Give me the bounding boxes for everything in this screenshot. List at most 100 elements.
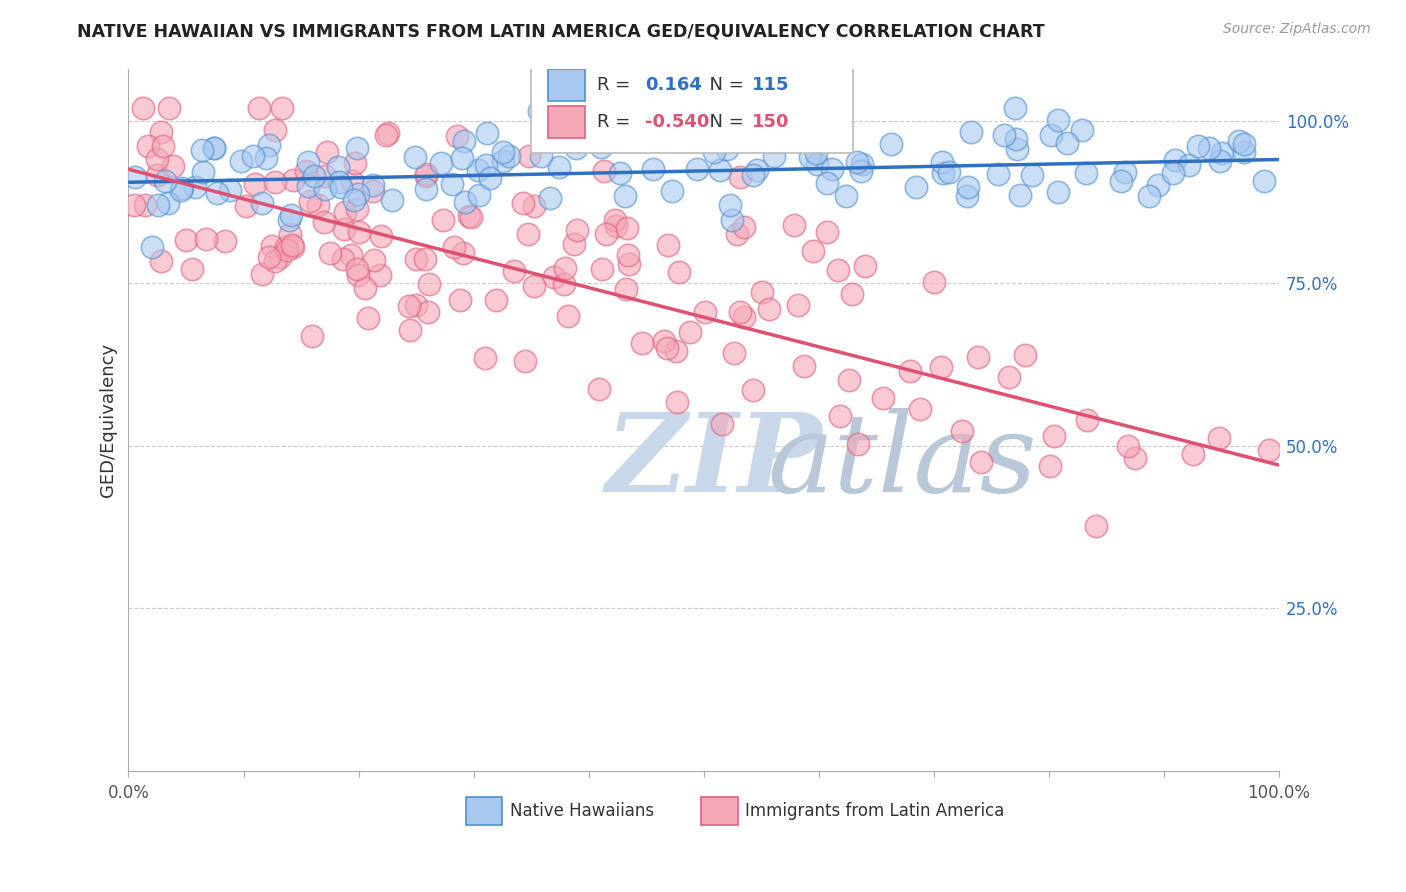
Point [1042, 429, 1064, 443]
Point [711, 417, 734, 431]
Point [347, 225, 370, 239]
Point [741, 168, 763, 182]
Point [347, 187, 370, 202]
Point [370, 229, 392, 244]
Point [747, 162, 769, 177]
Point [136, 139, 159, 153]
Point [416, 304, 439, 318]
Point [245, 178, 267, 192]
Point [929, 359, 952, 374]
Point [340, 174, 363, 188]
Point [519, 149, 541, 163]
Text: 115: 115 [752, 76, 790, 94]
Point [828, 409, 851, 423]
Point [145, 152, 167, 166]
Point [801, 244, 824, 258]
Point [614, 282, 637, 296]
Point [281, 172, 304, 186]
Point [346, 141, 368, 155]
Point [202, 141, 225, 155]
Point [190, 143, 212, 157]
Point [799, 150, 821, 164]
Point [1227, 134, 1250, 148]
Point [851, 157, 873, 171]
Point [723, 346, 745, 360]
Point [838, 373, 860, 387]
Point [565, 223, 588, 237]
Point [449, 293, 471, 308]
Point [361, 184, 384, 198]
Point [254, 151, 277, 165]
Point [728, 305, 751, 319]
Point [381, 193, 404, 207]
Point [440, 177, 463, 191]
Point [195, 232, 218, 246]
Point [661, 184, 683, 198]
Point [592, 262, 614, 277]
Point [346, 202, 368, 216]
Point [404, 150, 426, 164]
Text: Immigrants from Latin America: Immigrants from Latin America [745, 802, 1004, 821]
Point [1233, 137, 1256, 152]
Point [363, 252, 385, 267]
Point [652, 334, 675, 348]
Point [149, 125, 172, 139]
Point [513, 354, 536, 368]
Point [709, 163, 731, 178]
FancyBboxPatch shape [548, 69, 585, 101]
Point [665, 343, 688, 358]
Point [368, 268, 391, 282]
Point [624, 131, 647, 145]
Point [432, 213, 454, 227]
Point [479, 171, 502, 186]
Point [966, 350, 988, 364]
Point [374, 128, 396, 142]
Point [458, 209, 481, 223]
Text: N =: N = [697, 76, 749, 94]
Point [281, 238, 304, 252]
Point [527, 104, 550, 119]
Point [443, 240, 465, 254]
Point [997, 370, 1019, 384]
Point [453, 134, 475, 148]
Point [263, 122, 285, 136]
Point [904, 179, 927, 194]
Point [908, 401, 931, 416]
Point [1147, 178, 1170, 192]
Point [346, 262, 368, 277]
Point [453, 195, 475, 210]
Point [1123, 451, 1146, 466]
Point [485, 293, 508, 308]
Point [1085, 519, 1108, 533]
Point [589, 140, 612, 154]
Point [834, 189, 856, 203]
Point [157, 101, 180, 115]
Point [124, 169, 146, 184]
Point [523, 199, 546, 213]
Point [474, 351, 496, 365]
Point [1056, 136, 1078, 150]
Point [333, 222, 356, 236]
Point [278, 213, 301, 227]
Point [1038, 458, 1060, 473]
Point [956, 188, 979, 202]
Point [562, 237, 585, 252]
Point [1047, 186, 1070, 200]
FancyBboxPatch shape [548, 106, 585, 138]
Text: Native Hawaiians: Native Hawaiians [510, 802, 655, 821]
Point [516, 227, 538, 241]
Point [315, 145, 337, 159]
Point [685, 161, 707, 176]
Point [655, 341, 678, 355]
Point [1111, 174, 1133, 188]
Point [415, 167, 437, 181]
Point [297, 155, 319, 169]
Point [1047, 113, 1070, 128]
Point [1161, 166, 1184, 180]
Point [301, 329, 323, 343]
Point [1070, 122, 1092, 136]
Point [141, 240, 163, 254]
Point [716, 142, 738, 156]
Point [429, 156, 451, 170]
Point [733, 310, 755, 324]
